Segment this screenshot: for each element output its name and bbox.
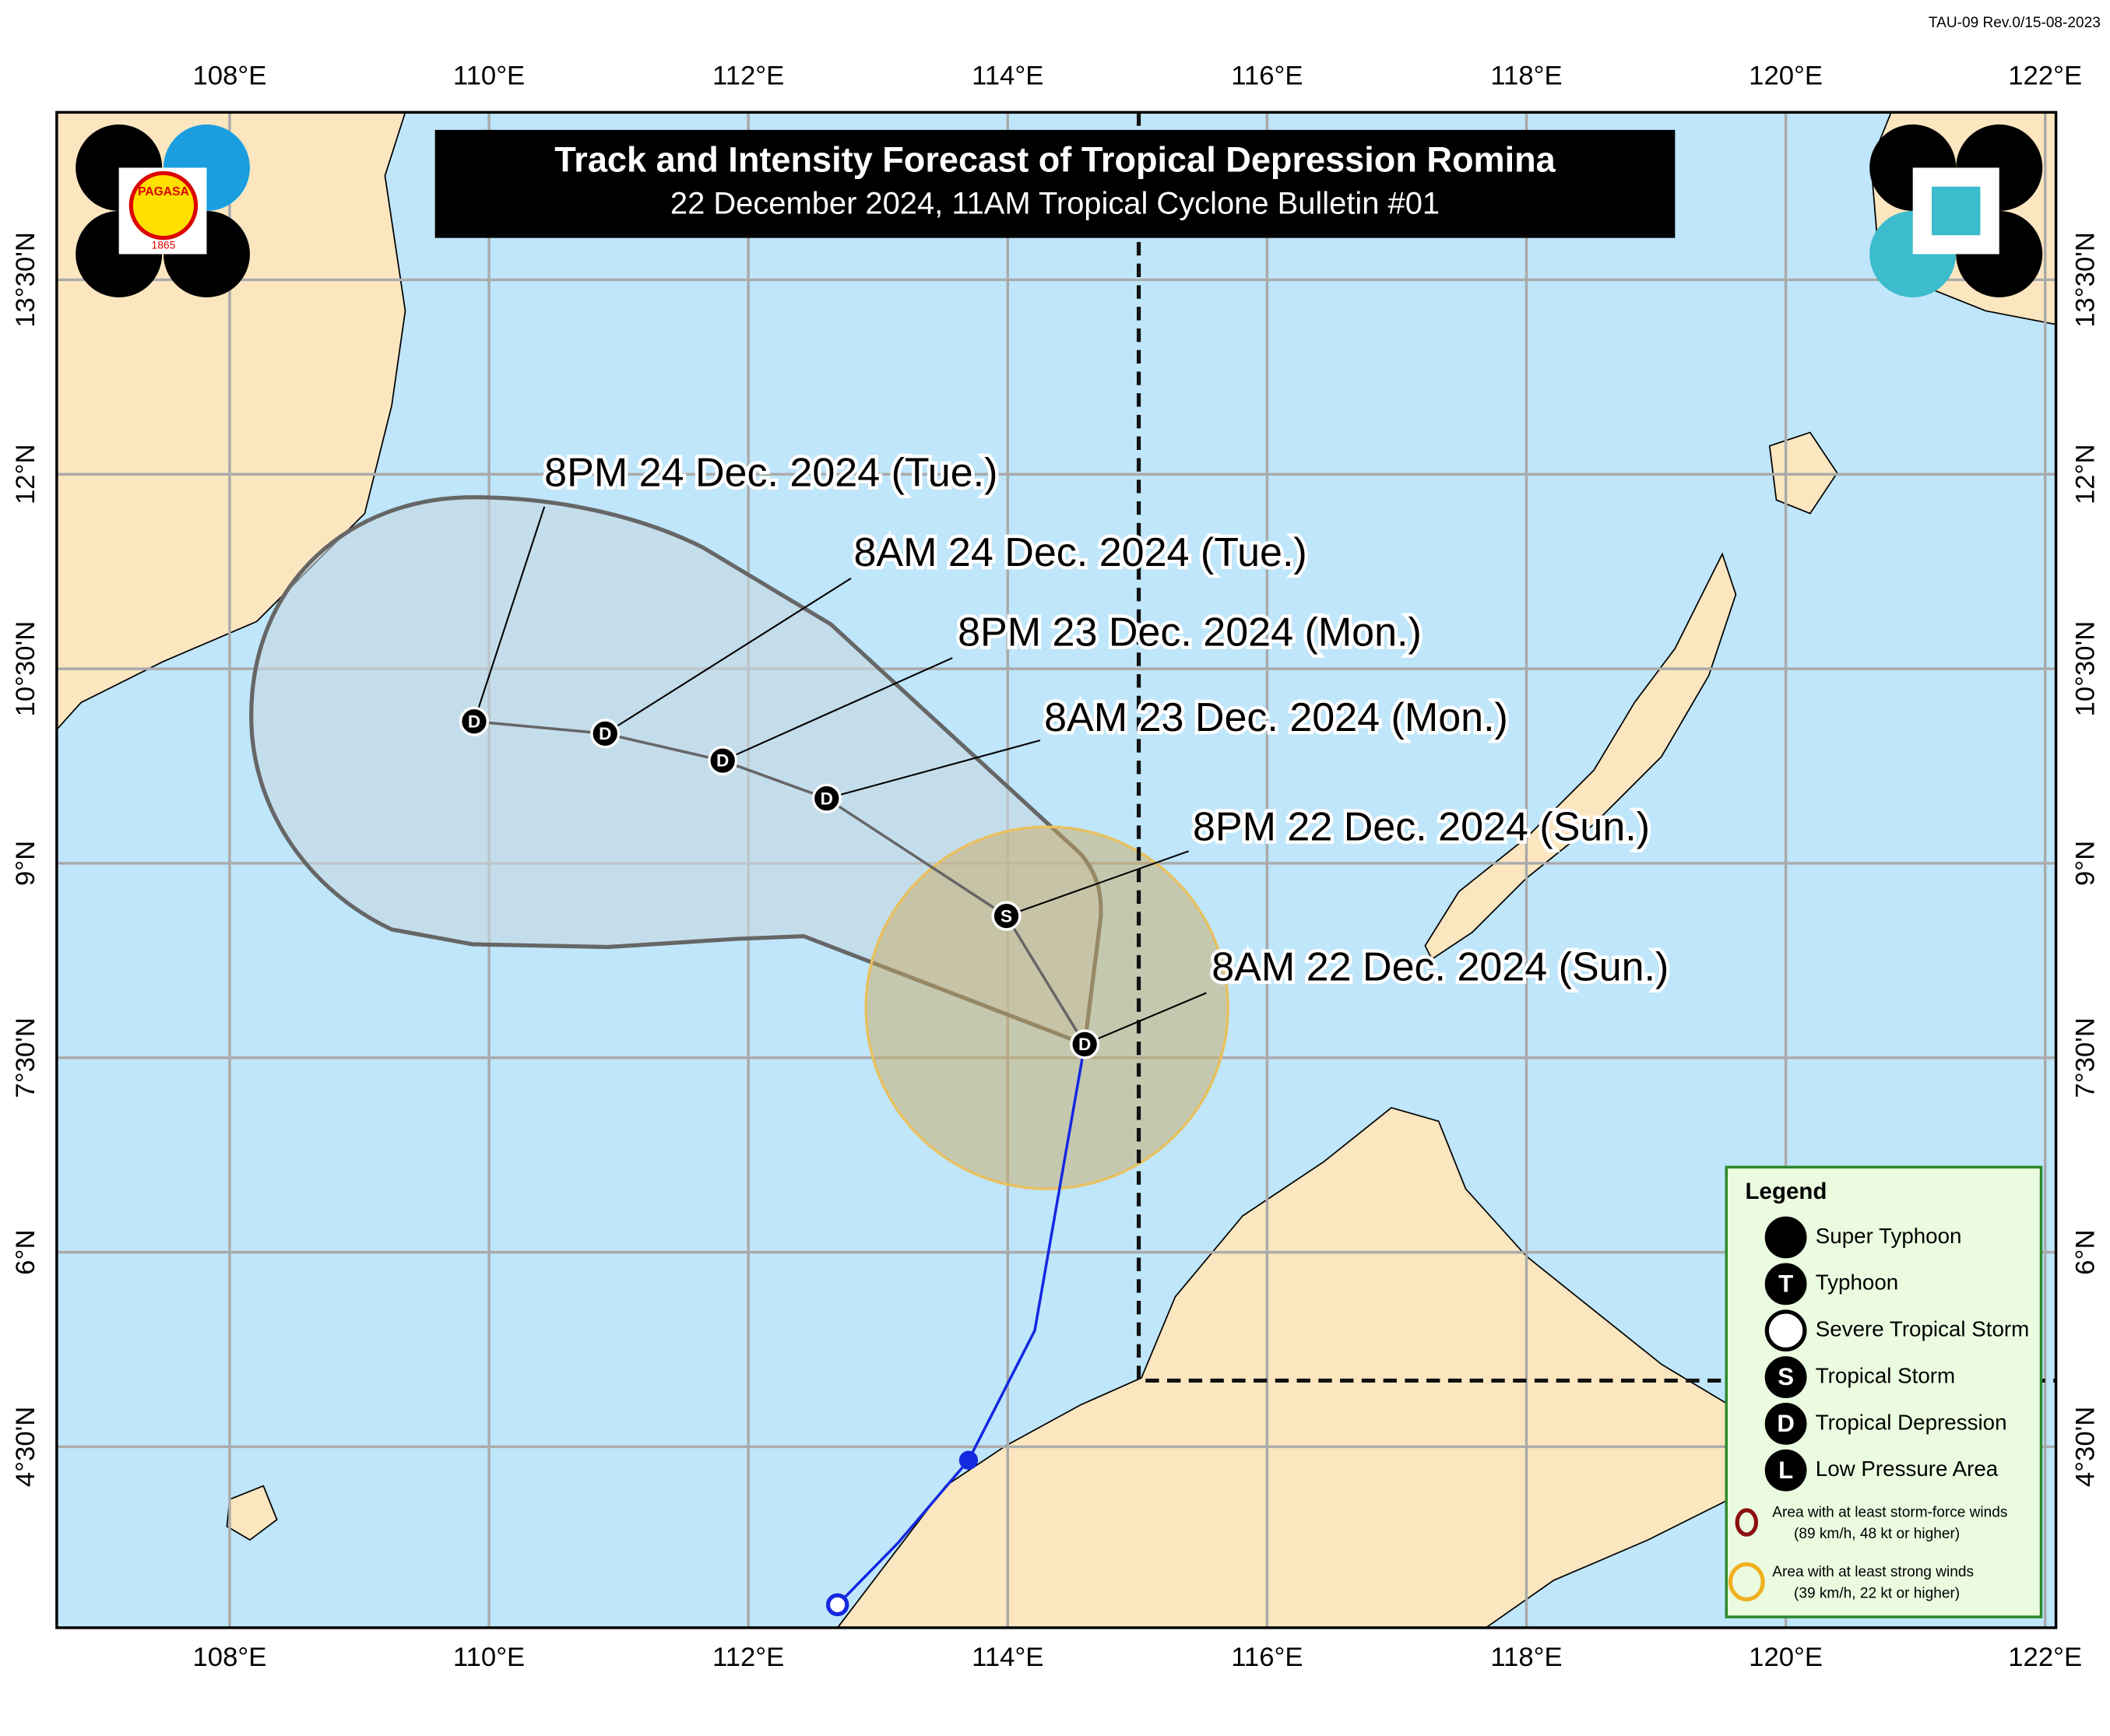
forecast-label: 8PM 23 Dec. 2024 (Mon.)	[958, 610, 1422, 655]
lon-label-bottom: 112°E	[712, 1643, 784, 1672]
lat-label-right: 6°N	[2071, 1229, 2101, 1274]
lon-label-top: 120°E	[1749, 61, 1823, 90]
lon-label-top: 122°E	[2008, 61, 2082, 90]
legend-area-line2: (39 km/h, 22 kt or higher)	[1794, 1586, 1960, 1602]
forecast-label: 8AM 22 Dec. 2024 (Sun.)	[1211, 945, 1669, 990]
lat-label-right: 12°N	[2071, 445, 2101, 505]
forecast-marker	[459, 706, 490, 736]
leader-line	[1084, 992, 1207, 1045]
marker-symbol: D	[599, 724, 611, 743]
legend-label: Tropical Depression	[1816, 1410, 2007, 1434]
lat-label-left: 6°N	[11, 1229, 40, 1274]
legend-label: Severe Tropical Storm	[1816, 1317, 2030, 1341]
lat-label-right: 13°30'N	[2071, 232, 2101, 328]
lon-label-bottom: 120°E	[1749, 1643, 1823, 1672]
legend-area-line2: (89 km/h, 48 kt or higher)	[1794, 1526, 1960, 1542]
leader-line	[604, 577, 852, 735]
lat-label-right: 7°30'N	[2071, 1017, 2101, 1098]
subtitle: 22 December 2024, 11AM Tropical Cyclone …	[670, 187, 1440, 221]
legend-symbol	[1764, 1403, 1807, 1445]
legend-symbol	[1764, 1449, 1807, 1492]
lat-label-left: 4°30'N	[11, 1407, 40, 1487]
lon-label-top: 116°E	[1231, 61, 1303, 90]
forecast-label: 8AM 24 Dec. 2024 (Tue.)	[853, 530, 1306, 575]
legend-symbol	[1764, 1263, 1807, 1306]
palawan	[1424, 552, 1737, 961]
lat-label-left: 13°30'N	[11, 232, 40, 328]
legend-label: Low Pressure Area	[1816, 1457, 1999, 1481]
pagasa-logo: PAGASA 1865	[76, 124, 250, 297]
legend-label: Typhoon	[1816, 1270, 1898, 1295]
bagong-pilipinas-logo	[1869, 124, 2043, 297]
marker-symbol: D	[1078, 1035, 1091, 1054]
legend-symbol-letter: L	[1778, 1457, 1793, 1484]
legend-symbol-letter: T	[1778, 1270, 1793, 1297]
lon-label-bottom: 110°E	[453, 1643, 525, 1672]
forecast-labels: D 8AM 22 Dec. 2024 (Sun.) S 8PM 22 Dec. 202…	[459, 447, 1672, 1060]
legend-symbol	[1764, 1356, 1807, 1398]
lat-label-right: 9°N	[2071, 841, 2101, 886]
marker-symbol: D	[716, 751, 729, 771]
par-boundary	[1136, 112, 2056, 1383]
forecast-marker	[708, 745, 738, 776]
legend-label: Super Typhoon	[1816, 1224, 1962, 1248]
lon-label-top: 110°E	[453, 61, 525, 90]
leader-line	[826, 740, 1041, 799]
lat-label-left: 9°N	[11, 841, 40, 886]
lat-label-right: 10°30'N	[2071, 621, 2101, 717]
legend-symbol	[1764, 1216, 1807, 1259]
forecast-marker	[590, 719, 621, 749]
marker-symbol: D	[821, 789, 833, 808]
legend-area-line1: Area with at least storm-force winds	[1772, 1504, 2007, 1520]
legend-symbol-letter: D	[1777, 1410, 1795, 1437]
title: Track and Intensity Forecast of Tropical…	[554, 139, 1556, 179]
legend-area-symbol	[1728, 1562, 1765, 1602]
logo-name: PAGASA	[138, 185, 189, 199]
forecast-cone	[249, 495, 1103, 1048]
forecast-label: 8AM 23 Dec. 2024 (Mon.)	[1044, 695, 1508, 740]
strong-wind-area	[864, 825, 1229, 1190]
lon-label-top: 114°E	[972, 61, 1043, 90]
lat-label-left: 12°N	[11, 445, 40, 505]
title-box	[434, 129, 1676, 238]
lon-label-bottom: 108°E	[192, 1643, 266, 1672]
forecast-marker	[1070, 1029, 1100, 1060]
leader-line	[473, 506, 546, 722]
lat-label-left: 7°30'N	[11, 1017, 40, 1098]
forecast-marker	[811, 783, 842, 814]
lon-label-bottom: 118°E	[1490, 1643, 1562, 1672]
lat-label-right: 4°30'N	[2071, 1407, 2101, 1487]
island	[226, 1485, 278, 1541]
legend-area-symbol	[1735, 1508, 1759, 1537]
lon-label-bottom: 114°E	[972, 1643, 1043, 1672]
borneo	[835, 1106, 1730, 1629]
legend-symbol	[1764, 1309, 1807, 1352]
marker-symbol: S	[1000, 906, 1012, 926]
logo-year: 1865	[152, 239, 176, 251]
marker-symbol: D	[468, 712, 480, 731]
legend-symbol-letter: S	[1778, 1363, 1794, 1390]
forecast-marker	[991, 901, 1022, 931]
lon-label-top: 112°E	[712, 61, 784, 90]
forecast-label: 8PM 24 Dec. 2024 (Tue.)	[544, 451, 997, 496]
forecast-track	[473, 720, 1086, 1045]
legend-title: Legend	[1746, 1179, 1827, 1204]
lon-label-top: 108°E	[192, 61, 266, 90]
lat-label-left: 10°30'N	[11, 621, 40, 717]
leader-line	[722, 657, 953, 762]
legend-label: Tropical Storm	[1816, 1363, 1955, 1387]
forecast-label: 8PM 22 Dec. 2024 (Sun.)	[1193, 804, 1650, 849]
map-frame	[55, 111, 2058, 1629]
lon-label-top: 118°E	[1490, 61, 1562, 90]
legend-area-line1: Area with at least strong winds	[1772, 1564, 1974, 1580]
leader-line	[1006, 850, 1190, 917]
lon-label-bottom: 116°E	[1231, 1643, 1303, 1672]
past-position	[958, 1450, 979, 1470]
initial-position	[825, 1593, 849, 1617]
lon-label-bottom: 122°E	[2008, 1643, 2082, 1672]
revision: TAU-09 Rev.0/15-08-2023	[1929, 15, 2101, 31]
